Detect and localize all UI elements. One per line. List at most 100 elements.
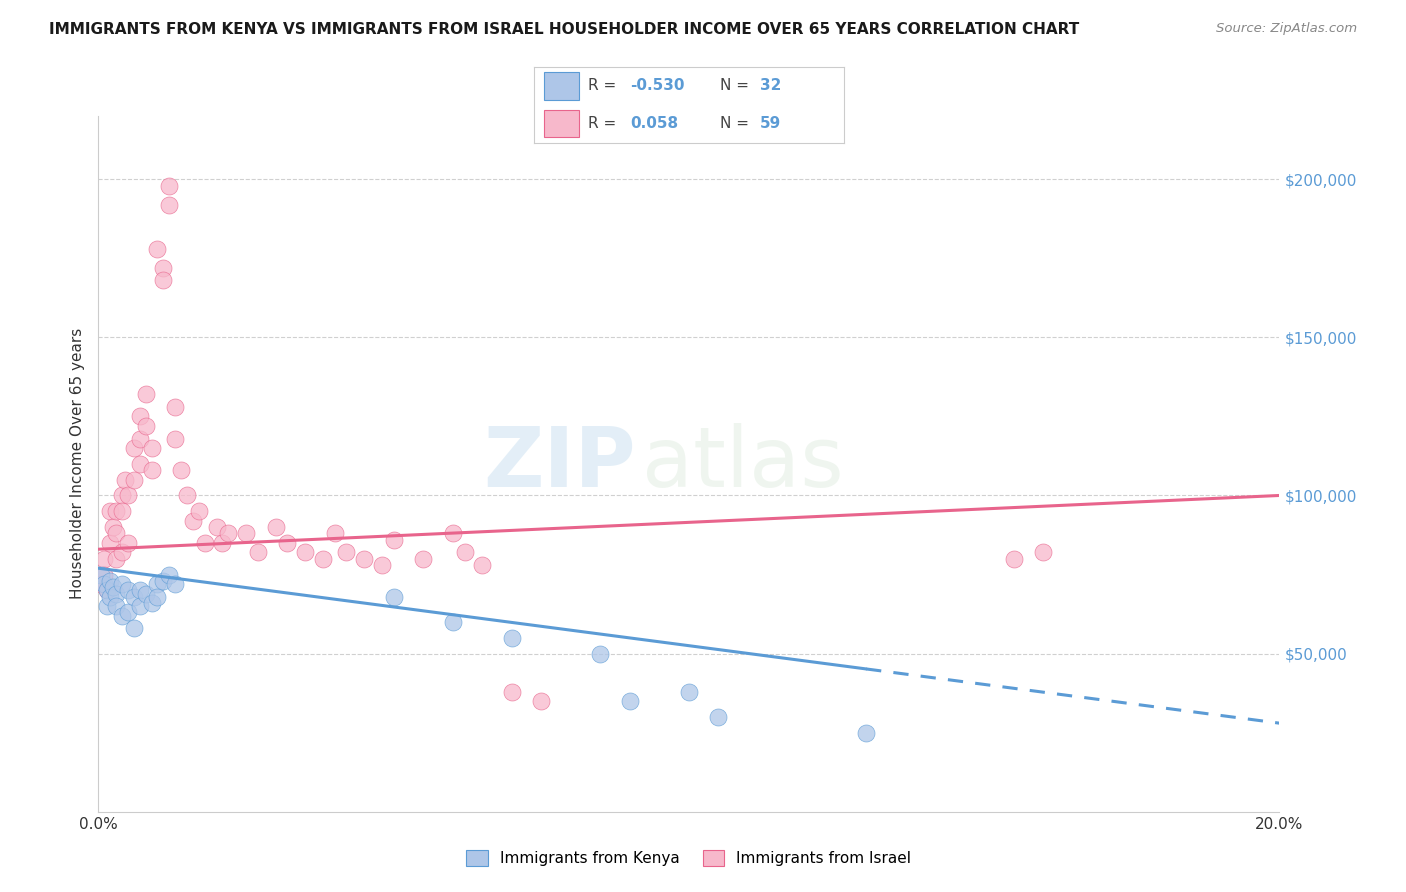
- Point: [619, 694, 641, 708]
- Point: [105, 586, 128, 600]
- Point: [105, 551, 128, 566]
- Point: [501, 631, 523, 645]
- Point: [103, 580, 125, 594]
- Point: [141, 441, 163, 455]
- Point: [135, 586, 157, 600]
- Point: [276, 536, 298, 550]
- Point: [90, 577, 112, 591]
- Point: [170, 463, 193, 477]
- Point: [264, 520, 287, 534]
- Point: [111, 545, 134, 559]
- Point: [157, 567, 180, 582]
- Point: [294, 545, 316, 559]
- Y-axis label: Householder Income Over 65 years: Householder Income Over 65 years: [69, 328, 84, 599]
- Text: 59: 59: [761, 116, 782, 131]
- Point: [111, 577, 134, 591]
- Point: [353, 551, 375, 566]
- Text: -0.530: -0.530: [630, 78, 685, 94]
- Point: [98, 536, 121, 550]
- Point: [412, 551, 434, 566]
- Point: [128, 599, 150, 614]
- Point: [105, 599, 128, 614]
- Point: [117, 606, 139, 620]
- Point: [323, 526, 346, 541]
- FancyBboxPatch shape: [544, 110, 579, 137]
- Point: [111, 488, 134, 502]
- Point: [382, 533, 405, 547]
- Text: R =: R =: [588, 78, 621, 94]
- Point: [165, 400, 187, 414]
- Point: [246, 545, 269, 559]
- Point: [146, 577, 169, 591]
- Point: [589, 647, 612, 661]
- Point: [135, 418, 157, 433]
- Text: IMMIGRANTS FROM KENYA VS IMMIGRANTS FROM ISRAEL HOUSEHOLDER INCOME OVER 65 YEARS: IMMIGRANTS FROM KENYA VS IMMIGRANTS FROM…: [49, 22, 1080, 37]
- Point: [371, 558, 394, 572]
- Point: [96, 583, 118, 598]
- Point: [205, 520, 228, 534]
- Point: [96, 583, 118, 598]
- Point: [98, 590, 121, 604]
- Point: [122, 590, 145, 604]
- Point: [146, 590, 169, 604]
- Point: [382, 590, 405, 604]
- Point: [453, 545, 475, 559]
- Point: [90, 567, 112, 582]
- Point: [194, 536, 217, 550]
- Point: [128, 583, 150, 598]
- Point: [165, 577, 187, 591]
- Point: [165, 432, 187, 446]
- Point: [152, 260, 174, 275]
- Point: [530, 694, 553, 708]
- Point: [117, 488, 139, 502]
- Text: R =: R =: [588, 116, 627, 131]
- Point: [117, 536, 139, 550]
- Point: [141, 596, 163, 610]
- Point: [152, 273, 174, 287]
- Point: [93, 551, 115, 566]
- Point: [114, 473, 136, 487]
- Point: [122, 473, 145, 487]
- Point: [471, 558, 494, 572]
- Point: [235, 526, 257, 541]
- FancyBboxPatch shape: [544, 72, 579, 100]
- Point: [501, 684, 523, 698]
- Point: [128, 457, 150, 471]
- Point: [93, 567, 115, 582]
- Point: [157, 197, 180, 211]
- Text: atlas: atlas: [641, 424, 844, 504]
- Point: [146, 242, 169, 256]
- Point: [128, 432, 150, 446]
- Point: [105, 504, 128, 518]
- Point: [122, 441, 145, 455]
- Point: [157, 178, 180, 193]
- Point: [176, 488, 198, 502]
- Point: [181, 514, 204, 528]
- Point: [98, 574, 121, 588]
- Point: [1002, 551, 1025, 566]
- Point: [111, 504, 134, 518]
- Text: 0.058: 0.058: [630, 116, 678, 131]
- Point: [111, 608, 134, 623]
- Text: N =: N =: [720, 78, 754, 94]
- Point: [152, 574, 174, 588]
- Point: [96, 599, 118, 614]
- Point: [105, 526, 128, 541]
- Point: [312, 551, 335, 566]
- Point: [93, 577, 115, 591]
- Point: [187, 504, 209, 518]
- Point: [211, 536, 233, 550]
- Point: [117, 583, 139, 598]
- Point: [335, 545, 357, 559]
- Text: Source: ZipAtlas.com: Source: ZipAtlas.com: [1216, 22, 1357, 36]
- Point: [122, 621, 145, 635]
- Point: [141, 463, 163, 477]
- Point: [98, 504, 121, 518]
- Point: [707, 710, 730, 724]
- Point: [678, 684, 700, 698]
- Point: [855, 725, 877, 739]
- Point: [1032, 545, 1054, 559]
- Point: [441, 526, 464, 541]
- Text: N =: N =: [720, 116, 754, 131]
- Point: [217, 526, 239, 541]
